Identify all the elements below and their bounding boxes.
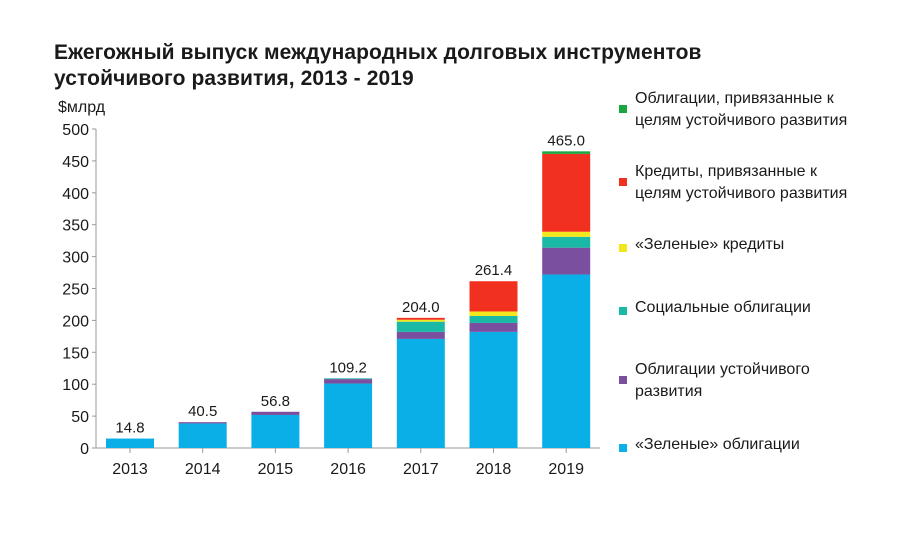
x-tick-label: 2016 [330, 461, 366, 478]
legend-item-sustainability_bonds: Облигации устойчивого развития [619, 359, 909, 403]
bar-segment-green_bonds [106, 438, 154, 448]
bar-segment-sustainability_bonds [251, 411, 300, 415]
bar-segment-social_bonds [324, 378, 373, 380]
legend-label-line: Кредиты, привязанные к [635, 163, 817, 180]
bar-segment-social_bonds [396, 321, 445, 332]
legend-item-green_bonds: «Зеленые» облигации [619, 434, 909, 456]
stacked-bar-chart: $млрд 0 50 100 150 200 250 300 350 400 450 500 14.8 2… [58, 99, 600, 478]
legend-item-green_loans: «Зеленые» кредиты [619, 234, 909, 256]
y-tick-label: 350 [62, 218, 89, 235]
bar-segment-sustainability_bonds [178, 422, 227, 424]
bar-segment-social_bonds [469, 315, 518, 323]
bar-total-label: 56.8 [261, 393, 290, 410]
x-tick-label: 2015 [258, 461, 294, 478]
bar-segment-social_bonds [542, 236, 591, 248]
legend-label-line: развития [635, 383, 703, 400]
bar-total-label: 204.0 [402, 299, 440, 316]
bar-segment-green_bonds [542, 274, 591, 448]
y-tick-label: 50 [71, 409, 89, 426]
bar-segment-sdg_loans [542, 153, 591, 232]
bar-total-label: 261.4 [475, 262, 513, 279]
y-tick-label: 200 [62, 313, 89, 330]
legend-label: Облигации, привязанные к целям устойчивог… [635, 88, 909, 132]
bar-segment-sdg_loans [469, 281, 518, 312]
x-tick-label: 2014 [185, 461, 221, 478]
y-tick-label: 450 [62, 154, 89, 171]
y-tick-label: 0 [80, 441, 89, 458]
x-tick-label: 2013 [112, 461, 148, 478]
bar-segment-green_loans [469, 311, 518, 316]
x-tick-label: 2018 [476, 461, 512, 478]
legend-label-line: Облигации, привязанные к [635, 90, 834, 107]
bar-total-label: 109.2 [329, 359, 367, 376]
legend-item-social_bonds: Социальные облигации [619, 297, 909, 319]
y-tick-label: 300 [62, 250, 89, 267]
chart-title: Ежегожный выпуск международных долговых … [54, 40, 734, 92]
legend-swatch [619, 105, 627, 113]
legend-label: Облигации устойчивого развития [635, 359, 909, 403]
y-tick-label: 400 [62, 186, 89, 203]
bar-segment-green_loans [542, 231, 591, 237]
legend-swatch [619, 376, 627, 384]
legend-label-line: Облигации устойчивого [635, 361, 810, 378]
legend-item-sdg_bonds: Облигации, привязанные к целям устойчивог… [619, 88, 909, 132]
bar-segment-sdg_loans [396, 317, 445, 320]
bar-segment-green_bonds [251, 414, 300, 448]
y-tick-label: 500 [62, 122, 89, 139]
y-tick-label: 150 [62, 345, 89, 362]
bar-segment-sustainability_bonds [324, 379, 373, 384]
legend-label-line: «Зеленые» кредиты [635, 236, 785, 253]
bar-segment-green_bonds [324, 383, 373, 448]
y-axis-unit-label: $млрд [58, 99, 106, 116]
chart-title-line-2: устойчивого развития, 2013 - 2019 [54, 67, 414, 90]
bar-segment-green_bonds [178, 423, 227, 448]
legend-label: Кредиты, привязанные к целям устойчивого … [635, 161, 909, 205]
bar-segment-sustainability_bonds [469, 322, 518, 332]
x-tick-label: 2017 [403, 461, 439, 478]
legend-label-line: целям устойчивого развития [635, 185, 848, 202]
legend-label-line: «Зеленые» облигации [635, 436, 800, 453]
x-tick-label: 2019 [548, 461, 584, 478]
legend-label: «Зеленые» кредиты [635, 234, 909, 256]
bar-segment-green_loans [396, 319, 445, 322]
legend-swatch [619, 444, 627, 452]
bar-segment-green_bonds [396, 338, 445, 448]
legend-item-sdg_loans: Кредиты, привязанные к целям устойчивого … [619, 161, 909, 205]
bar-total-label: 14.8 [115, 420, 144, 437]
legend-label-line: целям устойчивого развития [635, 112, 848, 129]
legend-label-line: Социальные облигации [635, 299, 811, 316]
bar-segment-sustainability_bonds [542, 247, 591, 275]
bar-total-label: 40.5 [188, 403, 217, 420]
legend-label: Социальные облигации [635, 297, 909, 319]
y-tick-label: 250 [62, 282, 89, 299]
legend-swatch [619, 244, 627, 252]
y-tick-label: 100 [62, 377, 89, 394]
bar-total-label: 465.0 [547, 132, 585, 149]
chart-title-line-1: Ежегожный выпуск международных долговых … [54, 41, 702, 64]
bar-segment-green_bonds [469, 331, 518, 448]
bar-segment-sustainability_bonds [396, 331, 445, 339]
legend-swatch [619, 178, 627, 186]
legend-label: «Зеленые» облигации [635, 434, 909, 456]
legend-swatch [619, 307, 627, 315]
bar-segment-sdg_bonds [542, 151, 591, 154]
